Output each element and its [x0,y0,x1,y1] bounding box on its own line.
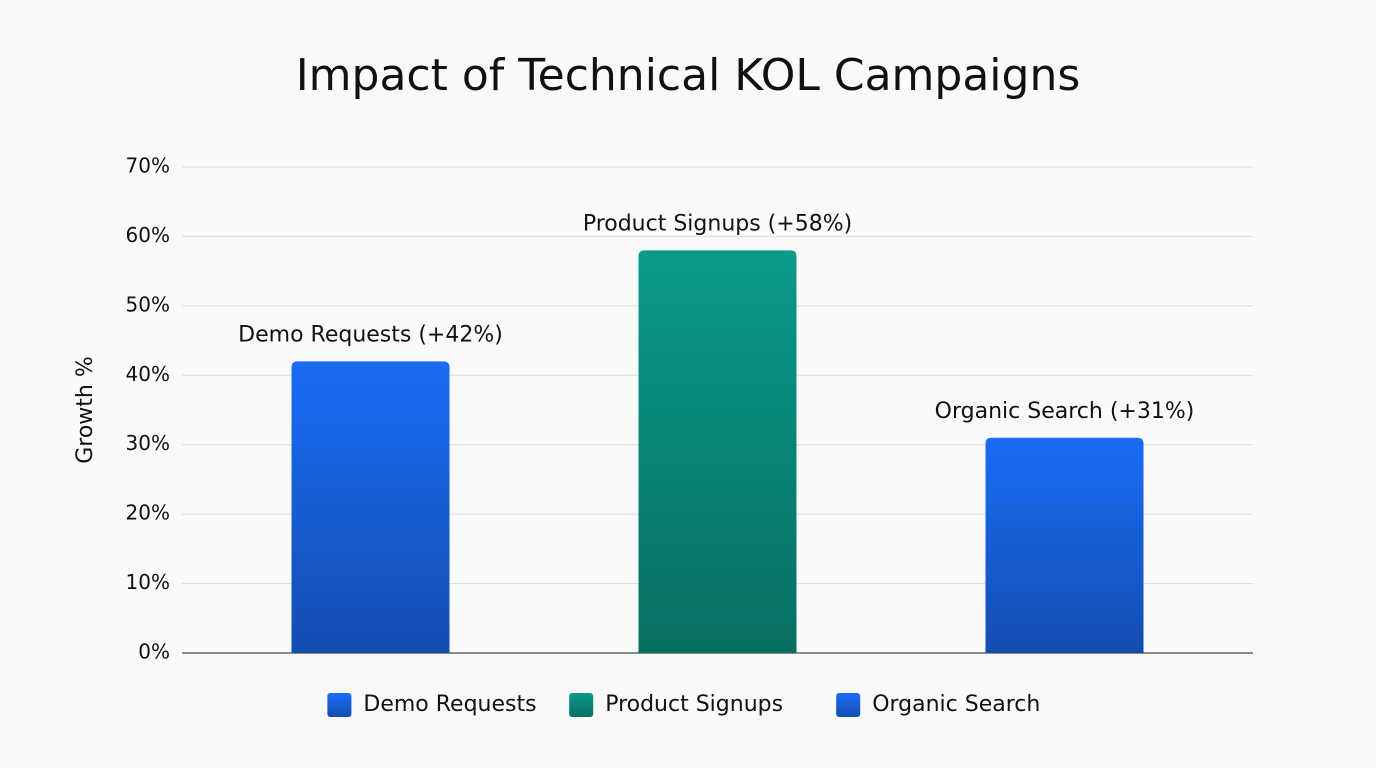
legend-swatch-shade [327,693,352,717]
y-tick-label: 50% [126,292,170,316]
y-tick-label: 10% [126,570,170,594]
y-tick-label: 60% [126,223,170,247]
y-tick-label: 40% [126,362,170,386]
bar-shade [638,250,797,654]
data-label: Organic Search (+31%) [935,399,1195,424]
data-label: Product Signups (+58%) [583,211,852,236]
bar-shade [291,361,450,653]
legend-label: Demo Requests [363,692,536,717]
bar-shade [985,437,1144,653]
legend-label: Product Signups [605,692,783,717]
data-label: Demo Requests (+42%) [238,322,503,347]
legend-swatch-shade [836,693,861,717]
legend-label: Organic Search [872,692,1040,717]
legend-item: Demo Requests [327,692,537,717]
y-tick-label: 70% [126,154,170,178]
chart-title: Impact of Technical KOL Campaigns [296,50,1081,101]
y-tick-label: 0% [138,640,170,664]
y-axis-label: Growth % [73,356,98,464]
y-tick-label: 20% [126,501,170,525]
legend-item: Product Signups [569,692,783,717]
legend-item: Organic Search [836,692,1040,717]
legend-swatch-shade [569,693,594,717]
y-tick-label: 30% [126,431,170,455]
